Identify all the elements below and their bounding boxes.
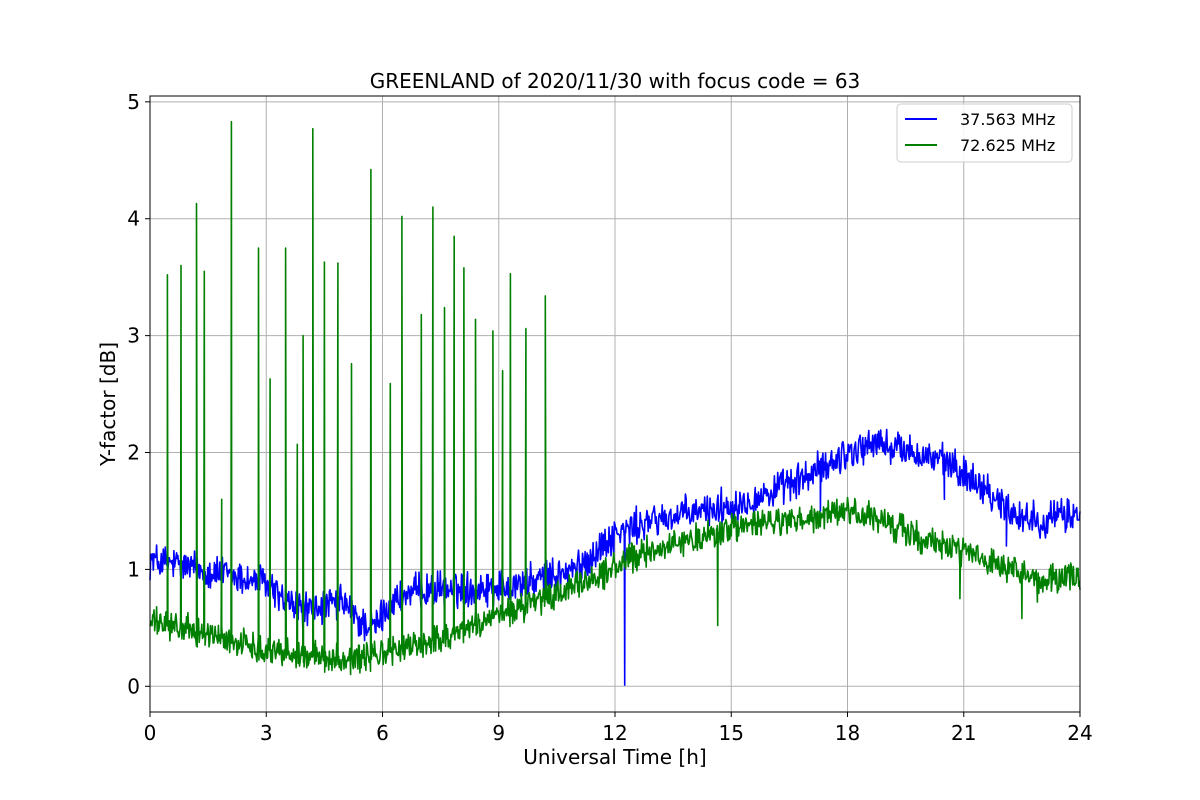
- x-tick-label: 24: [1067, 721, 1092, 745]
- legend-label-37-563: 37.563 MHz: [960, 110, 1055, 129]
- legend: 37.563 MHz 72.625 MHz: [896, 103, 1073, 163]
- y-tick-label: 3: [127, 324, 140, 348]
- series-layer: [149, 120, 1081, 686]
- y-tick-label: 0: [127, 674, 140, 698]
- series-line-37-563: [149, 428, 1081, 686]
- legend-label-72-625: 72.625 MHz: [960, 136, 1055, 155]
- series-line-72-625: [149, 120, 1081, 676]
- x-tick-label: 3: [260, 721, 273, 745]
- y-axis-label: Y-factor [dB]: [96, 342, 120, 467]
- x-tick-label: 18: [835, 721, 860, 745]
- x-tick-label: 6: [376, 721, 389, 745]
- x-axis-ticks: 0 3 6 9 12 15 18 21 24: [144, 712, 1093, 745]
- chart-title: GREENLAND of 2020/11/30 with focus code …: [370, 69, 861, 93]
- x-tick-label: 12: [602, 721, 627, 745]
- x-tick-label: 21: [951, 721, 976, 745]
- x-axis-label: Universal Time [h]: [523, 745, 706, 769]
- y-axis-ticks: 0 1 2 3 4 5: [127, 90, 150, 698]
- y-tick-label: 4: [127, 207, 140, 231]
- x-tick-label: 15: [719, 721, 744, 745]
- y-tick-label: 1: [127, 557, 140, 581]
- x-tick-label: 0: [144, 721, 157, 745]
- y-tick-label: 5: [127, 90, 140, 114]
- x-tick-label: 9: [492, 721, 505, 745]
- y-tick-label: 2: [127, 441, 140, 465]
- legend-box: [896, 103, 1073, 163]
